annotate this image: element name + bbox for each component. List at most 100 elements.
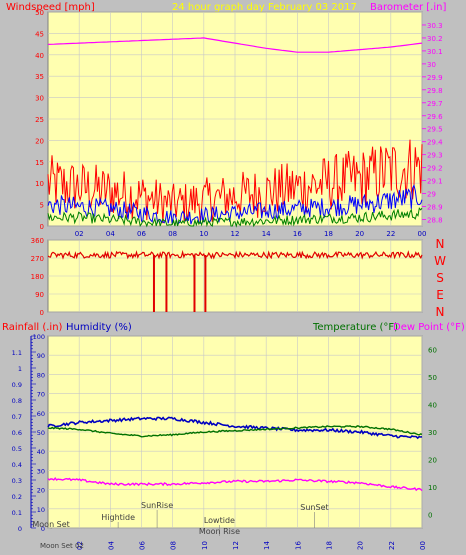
compass-label: N xyxy=(436,305,445,319)
annotation-label: SunSet xyxy=(300,503,328,512)
tick-label: 28.8 xyxy=(427,217,443,225)
tick-label: 0 xyxy=(40,223,44,231)
tick-label: 1 xyxy=(18,365,22,373)
barometer-y-axis: 28.8 28.9 29 29.1 29.2 29.3 29.4 29.5 29.6 29.7 29… xyxy=(422,22,443,225)
tick-label: 29.6 xyxy=(427,113,443,121)
tick-label: 10 xyxy=(428,484,437,492)
tick-label: 360 xyxy=(31,237,44,245)
tick-label: 06 xyxy=(137,230,146,238)
wind-axis-label: Windspeed [mph] xyxy=(6,2,95,13)
tick-label: 12 xyxy=(232,541,240,550)
tick-label: 45 xyxy=(35,30,44,38)
tick-label: 90 xyxy=(37,352,45,360)
compass-label: E xyxy=(436,288,444,302)
tick-label: 0.1 xyxy=(12,509,22,517)
tick-label: 0.4 xyxy=(12,461,22,469)
wind-series xyxy=(47,37,423,228)
wind-average-line xyxy=(47,183,423,227)
tick-label: 00 xyxy=(418,230,427,238)
wind-low-line xyxy=(47,207,423,228)
tick-label: 10 xyxy=(201,541,209,550)
tick-label: 02 xyxy=(76,541,84,550)
direction-plot-grid xyxy=(48,239,423,313)
tick-label: 20 xyxy=(357,541,365,550)
tick-label: 30 xyxy=(428,429,437,437)
tick-label: 29.4 xyxy=(427,139,443,147)
tick-label: 35 xyxy=(35,73,44,81)
humidity-y-axis: 0 10 20 30 40 50 60 70 80 90 100 xyxy=(33,333,45,533)
tick-label: 60 xyxy=(37,410,45,418)
tick-label: 60 xyxy=(428,347,437,355)
compass-label: S xyxy=(436,271,444,285)
tick-label: 70 xyxy=(37,391,45,399)
tick-label: 0 xyxy=(41,525,45,533)
tick-label: 50 xyxy=(35,9,44,17)
dewpoint-axis-label: Dew Point (°F) xyxy=(393,322,465,333)
tick-label: 16 xyxy=(294,541,302,550)
humidity-axis-label: Humidity (%) xyxy=(66,322,132,333)
temp-series xyxy=(47,416,423,492)
tick-label: 22 xyxy=(386,230,395,238)
wind-y-axis: 0 5 10 15 20 25 30 35 40 45 50 xyxy=(35,9,44,231)
tick-label: 08 xyxy=(168,230,177,238)
tick-label: 29.3 xyxy=(427,152,443,160)
tick-label: 0 xyxy=(40,309,44,317)
tick-label: 04 xyxy=(106,230,115,238)
tick-label: 40 xyxy=(35,52,44,60)
tick-label: 29.1 xyxy=(427,178,443,186)
tick-label: 29.5 xyxy=(427,126,443,134)
annotation-label: Hightide xyxy=(101,513,135,522)
tick-label: 90 xyxy=(35,291,44,299)
tick-label: 02 xyxy=(75,230,84,238)
annotation-label: SunRise xyxy=(141,501,173,510)
tick-label: 30 xyxy=(35,95,44,103)
tick-label: 30.1 xyxy=(427,48,443,56)
tick-label: 29 xyxy=(427,191,436,199)
tick-label: 1.1 xyxy=(12,349,22,357)
annotation-label: Moon Set xyxy=(32,520,69,529)
tick-label: 0.9 xyxy=(12,381,22,389)
tick-label: 30 xyxy=(37,467,45,475)
tick-label: 40 xyxy=(428,402,437,410)
tick-label: 30 xyxy=(427,61,436,69)
tick-label: 25 xyxy=(35,116,44,124)
temp-x-axis: 02 04 06 08 10 12 14 16 18 20 22 00 xyxy=(76,541,427,550)
direction-series xyxy=(47,249,423,312)
tick-label: 0 xyxy=(428,511,432,519)
tick-label: 12 xyxy=(231,230,240,238)
temperature-axis-label: Temperature (°F) xyxy=(312,322,398,333)
tick-label: 18 xyxy=(324,230,333,238)
tick-label: 22 xyxy=(388,541,396,550)
tick-label: 80 xyxy=(37,371,45,379)
tick-label: 10 xyxy=(199,230,208,238)
tick-label: 30.2 xyxy=(427,35,443,43)
graph-title: 24 hour graph day February 03 2017 xyxy=(172,2,357,13)
tick-label: 00 xyxy=(419,541,427,550)
tick-label: 14 xyxy=(262,230,271,238)
tick-label: 5 xyxy=(40,202,44,210)
annotation-label: Lowtide xyxy=(204,516,235,525)
tick-label: 06 xyxy=(139,541,147,550)
tick-label: 0.7 xyxy=(12,413,22,421)
rainfall-y-axis: 0 0.1 0.2 0.3 0.4 0.5 0.6 0.7 0.8 0.9 1 1.1 xyxy=(12,335,36,533)
wind-gust-line xyxy=(47,139,423,224)
tick-label: 14 xyxy=(263,541,271,550)
rainfall-axis-label: Rainfall (.in) xyxy=(2,322,63,333)
barometer-axis-label: Barometer [.in] xyxy=(370,2,446,13)
tick-label: 0.5 xyxy=(12,445,22,453)
tick-label: 50 xyxy=(37,429,45,437)
tick-label: 50 xyxy=(428,374,437,382)
direction-line xyxy=(47,249,423,260)
dewpoint-line xyxy=(47,476,423,492)
tick-label: 10 xyxy=(35,180,44,188)
tick-label: 20 xyxy=(35,137,44,145)
tick-label: 10 xyxy=(37,506,45,514)
wind-plot-grid xyxy=(48,11,423,227)
temperature-line xyxy=(47,425,423,438)
tick-label: 16 xyxy=(293,230,302,238)
tick-label: 20 xyxy=(355,230,364,238)
temperature-y-axis: 0 10 20 30 40 50 60 xyxy=(428,347,437,520)
compass-label: N xyxy=(436,237,445,251)
tick-label: 18 xyxy=(326,541,334,550)
